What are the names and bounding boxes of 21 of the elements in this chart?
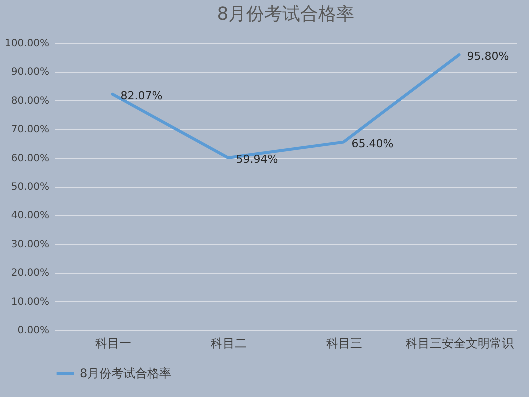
y-tick-label: 100.00% [5,38,50,50]
y-tick-label: 30.00% [11,239,50,250]
data-label: 82.07% [120,89,163,102]
x-tick-label: 科目三 [326,336,362,350]
legend-label: 8月份考试合格率 [80,366,172,380]
y-tick-label: 20.00% [11,268,50,280]
x-tick-label: 科目三安全文明常识 [406,336,514,350]
chart-title: 8月份考试合格率 [217,4,355,25]
x-tick-label: 科目一 [95,336,132,350]
y-tick-label: 50.00% [11,182,50,193]
y-tick-label: 80.00% [11,96,50,107]
y-tick-label: 10.00% [11,296,50,308]
x-tick-label: 科目二 [210,336,247,350]
data-label: 95.80% [467,50,510,64]
y-tick-label: 0.00% [18,326,50,336]
y-tick-label: 60.00% [11,153,50,164]
data-label: 59.94% [236,152,278,166]
y-tick-label: 90.00% [11,67,50,78]
y-tick-label: 70.00% [11,124,50,136]
data-label: 65.40% [352,137,394,150]
y-tick-label: 40.00% [11,210,50,222]
